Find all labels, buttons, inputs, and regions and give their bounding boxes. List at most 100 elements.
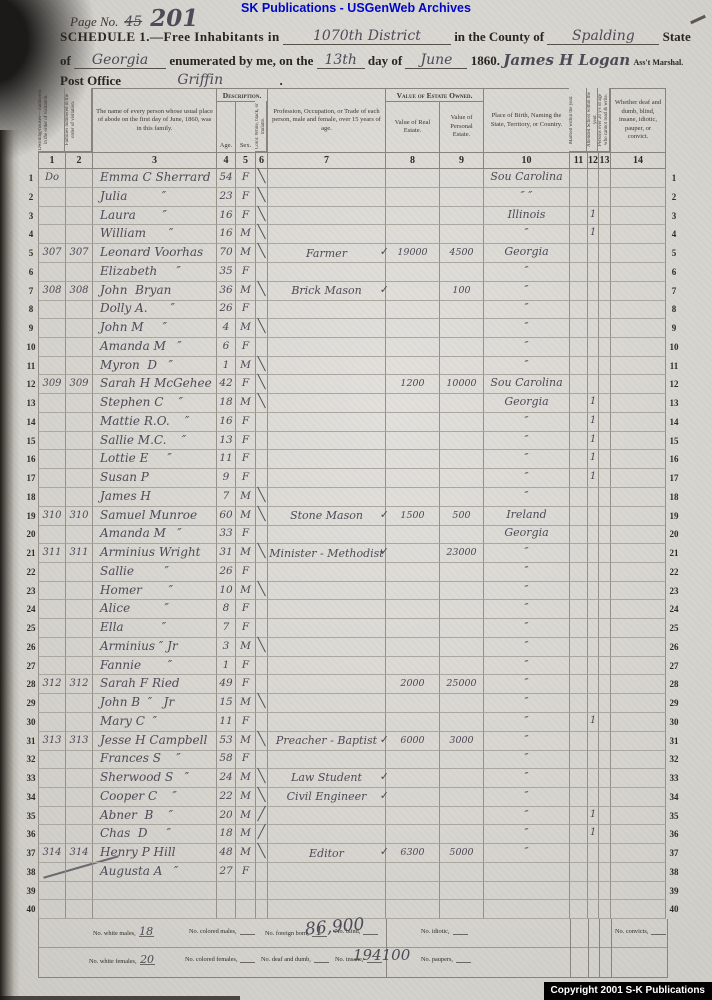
- school-cell: 1: [587, 450, 598, 469]
- name-cell: William ″: [92, 225, 216, 244]
- table-row: 7 308 308 John Bryan 36 M ╲ Brick Mason …: [24, 281, 682, 301]
- married-cell: [569, 675, 587, 695]
- row-number-left: 7: [28, 285, 34, 296]
- family-number-cell: [65, 712, 92, 732]
- name-cell: Abner B ″: [92, 806, 216, 826]
- handwritten-total-2: 194100: [353, 946, 411, 964]
- occupation-cell: Farmer ✓: [267, 244, 389, 263]
- value-estate-banner: Value of Estate Owned.: [385, 88, 483, 101]
- table-row: 34 Cooper C ″ 22 M ╲ Civil Engineer ✓ ″ …: [24, 787, 682, 807]
- married-cell: [569, 375, 587, 395]
- family-number-cell: [65, 881, 92, 901]
- sex-cell: M: [235, 356, 255, 376]
- deaf-dumb-cell: [610, 525, 666, 544]
- birthplace-cell: Sou Carolina: [483, 375, 569, 395]
- school-cell: [587, 787, 598, 807]
- color-cell: ╲: [255, 394, 267, 413]
- age-cell: 11: [216, 450, 235, 469]
- color-cell: ╲: [255, 244, 267, 263]
- family-number-cell: 310: [65, 506, 92, 526]
- birthplace-cell: ″: [483, 731, 569, 751]
- sex-cell: F: [235, 600, 255, 619]
- personal-estate-cell: [439, 187, 483, 207]
- dwelling-number-cell: [38, 525, 65, 544]
- cannot-read-cell: [598, 487, 610, 507]
- birthplace-header: Place of Birth, Naming the State, Territ…: [483, 88, 569, 152]
- color-cell: ╲: [255, 694, 267, 713]
- deaf-dumb-cell: [610, 281, 666, 301]
- real-estate-cell: [385, 825, 439, 844]
- table-row: 33 Sherwood S ″ 24 M ╲ Law Student ✓ ″ 3…: [24, 769, 682, 788]
- sex-cell: F: [235, 862, 255, 882]
- col3-header: The name of every person whose usual pla…: [92, 88, 216, 152]
- age-cell: 26: [216, 562, 235, 582]
- family-number-cell: [65, 394, 92, 413]
- dwelling-number-cell: [38, 187, 65, 207]
- birthplace-cell: [483, 881, 569, 901]
- check-mark: ✓: [379, 245, 389, 258]
- color-cell: ╲: [255, 356, 267, 376]
- school-cell: [587, 675, 598, 695]
- sex-cell: M: [235, 225, 255, 244]
- real-estate-cell: [385, 525, 439, 544]
- occupation-cell: [267, 169, 385, 188]
- occupation-cell: [267, 394, 385, 413]
- occupation-cell: [267, 881, 385, 901]
- family-number-cell: 307: [65, 244, 92, 263]
- family-number-cell: [65, 600, 92, 619]
- family-number-cell: [65, 750, 92, 769]
- cannot-read-cell: [598, 337, 610, 357]
- school-cell: [587, 581, 598, 601]
- row-number-left: 1: [28, 173, 34, 183]
- table-row: 26 Arminius ″ Jr 3 M ╲ ″ 26: [24, 637, 682, 657]
- white-females-value: 20: [139, 953, 155, 966]
- check-mark: ✓: [379, 770, 389, 783]
- row-number-right: 20: [669, 529, 679, 540]
- school-cell: [587, 544, 598, 563]
- foreign-born-value: 1: [311, 926, 327, 937]
- age-cell: 16: [216, 206, 235, 226]
- white-males-value: 18: [138, 925, 154, 938]
- dwelling-number-cell: Do: [38, 169, 65, 188]
- school-cell: [587, 356, 598, 376]
- occupation-text: Stone Mason: [290, 509, 363, 522]
- convicts-item: No. convicts,: [615, 928, 667, 935]
- row-number-right: 26: [669, 641, 679, 652]
- birthplace-cell: ″ ″: [483, 187, 569, 207]
- personal-estate-cell: [439, 412, 483, 432]
- name-cell: Mary C ″: [92, 712, 216, 732]
- row-number-left: 22: [26, 566, 36, 577]
- cannot-read-cell: [598, 675, 610, 695]
- cannot-read-cell: [598, 262, 610, 282]
- real-estate-cell: [385, 262, 439, 282]
- cannot-read-cell: [598, 375, 610, 395]
- sex-cell: F: [235, 262, 255, 282]
- name-cell: Samuel Munroe: [92, 506, 216, 526]
- occupation-text: Civil Engineer: [286, 790, 367, 804]
- check-mark: ✓: [379, 545, 389, 558]
- family-number-cell: [65, 525, 92, 544]
- school-cell: [587, 262, 598, 282]
- age-cell: 4: [216, 319, 235, 338]
- color-cell: [255, 656, 267, 676]
- dwelling-number-cell: [38, 881, 65, 901]
- name-cell: Laura ″: [92, 206, 216, 226]
- personal-estate-cell: 10000: [439, 375, 483, 395]
- school-cell: [587, 337, 598, 357]
- age-cell: 1: [216, 656, 235, 676]
- deaf-dumb-cell: [610, 244, 666, 263]
- married-cell: [569, 206, 587, 226]
- married-cell: [569, 581, 587, 601]
- school-cell: [587, 881, 598, 901]
- row-number-left: 25: [26, 623, 36, 633]
- row-number-left: 15: [26, 435, 36, 446]
- family-number-cell: [65, 337, 92, 357]
- married-cell: [569, 712, 587, 732]
- cannot-read-cell: [598, 581, 610, 601]
- cannot-read-cell: [598, 712, 610, 732]
- age-cell: 60: [216, 506, 235, 526]
- personal-estate-cell: [439, 487, 483, 507]
- deaf-dumb-cell: [610, 487, 666, 507]
- real-estate-cell: [385, 694, 439, 713]
